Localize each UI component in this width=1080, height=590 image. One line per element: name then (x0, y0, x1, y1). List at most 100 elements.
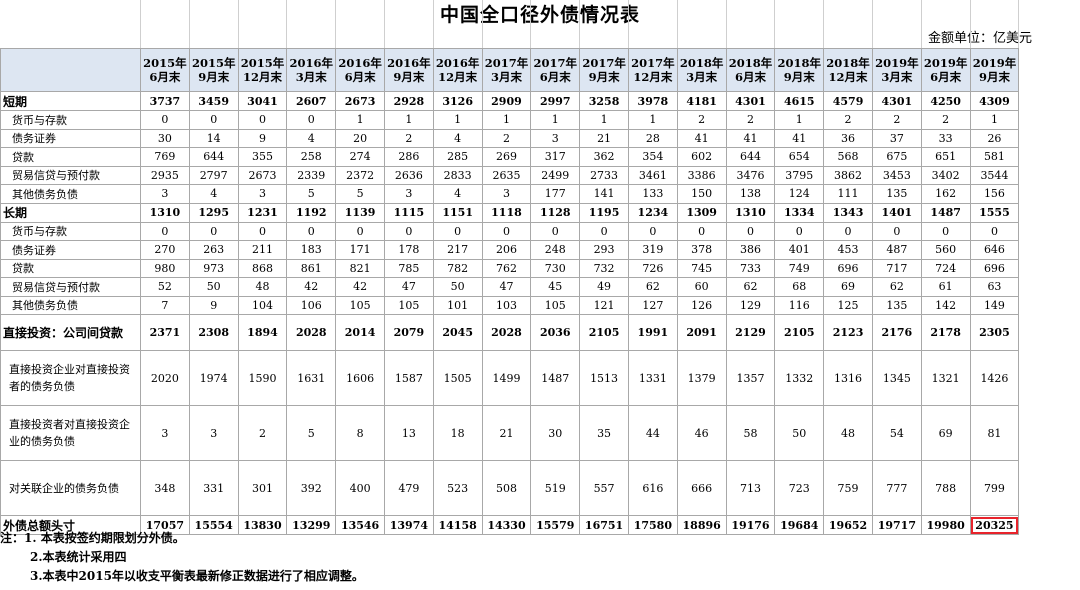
value-cell: 1587 (383, 350, 434, 406)
value-cell: 69 (920, 405, 971, 461)
value-cell: 1345 (871, 350, 922, 406)
gridline (140, 0, 141, 48)
value-cell: 17580 (627, 515, 678, 535)
value-cell: 3978 (627, 91, 678, 111)
value-cell: 124 (774, 184, 825, 204)
value-cell: 319 (627, 240, 678, 260)
value-cell: 713 (725, 460, 776, 516)
value-cell: 36 (823, 128, 873, 148)
row-label: 外债总额头寸 (0, 515, 141, 535)
value-cell: 3461 (627, 165, 678, 185)
value-cell: 1631 (286, 350, 337, 406)
table-row: 贷款 769 644 355 258 274 286 285 269 317 362 354 602 64… (0, 147, 1020, 167)
highlighted-total-cell: 20325 (969, 515, 1020, 535)
value-cell: 4 (188, 184, 239, 204)
value-cell: 3258 (579, 91, 629, 111)
value-cell: 141 (579, 184, 629, 204)
column-header: 2015年12月末 (237, 48, 288, 92)
value-cell: 1 (579, 110, 629, 130)
value-cell: 726 (627, 258, 678, 278)
value-cell: 3544 (969, 165, 1020, 185)
gridline (579, 0, 581, 48)
value-cell: 5 (335, 184, 385, 204)
value-cell: 3126 (432, 91, 483, 111)
value-cell: 105 (383, 295, 434, 315)
value-cell: 2673 (335, 91, 385, 111)
value-cell: 156 (969, 184, 1020, 204)
value-cell: 45 (530, 277, 581, 297)
value-cell: 13546 (335, 515, 385, 535)
value-cell: 4301 (871, 91, 922, 111)
value-cell: 666 (676, 460, 727, 516)
value-cell: 0 (188, 221, 239, 241)
table-row: 货币与存款 0 0 0 0 0 0 0 0 0 0 0 0 0 0 0 0 0 0 (0, 221, 1020, 241)
value-cell: 3 (383, 184, 434, 204)
value-cell: 1310 (140, 202, 190, 223)
value-cell: 9 (237, 128, 288, 148)
value-cell: 980 (140, 258, 190, 278)
value-cell: 616 (627, 460, 678, 516)
value-cell: 696 (823, 258, 873, 278)
value-cell: 0 (237, 110, 288, 130)
value-cell: 8 (335, 405, 385, 461)
value-cell: 3 (237, 184, 288, 204)
table-row: 直接投资企业对直接投资者的债务负债 2020 1974 1590 1631 1606 158… (0, 350, 1020, 406)
value-cell: 355 (237, 147, 288, 167)
table-title: 中国全口径外债情况表 (439, 4, 640, 26)
column-header: 2018年9月末 (774, 48, 825, 92)
value-cell: 1 (335, 110, 385, 130)
value-cell: 1295 (188, 202, 239, 223)
value-cell: 1487 (920, 202, 971, 223)
row-label: 其他债务负债 (0, 184, 141, 204)
value-cell: 2178 (920, 314, 971, 351)
row-label: 直接投资者对直接投资企业的债务负债 (0, 405, 141, 461)
value-cell: 263 (188, 240, 239, 260)
value-cell: 568 (823, 147, 873, 167)
column-header: 2016年12月末 (432, 48, 483, 92)
table-row: 贸易信贷与预付款 52 50 48 42 42 47 50 47 45 49 62 60 62 68 69 62… (0, 277, 1020, 297)
value-cell: 782 (432, 258, 483, 278)
value-cell: 129 (725, 295, 776, 315)
value-cell: 4301 (725, 91, 776, 111)
value-cell: 0 (481, 221, 532, 241)
row-label: 债务证券 (0, 240, 141, 260)
value-cell: 285 (432, 147, 483, 167)
value-cell: 2305 (969, 314, 1020, 351)
value-cell: 0 (676, 221, 727, 241)
gridline (725, 0, 727, 48)
value-cell: 171 (335, 240, 385, 260)
value-cell: 2091 (676, 314, 727, 351)
value-cell: 13 (383, 405, 434, 461)
value-cell: 348 (140, 460, 190, 516)
value-cell: 3476 (725, 165, 776, 185)
table-row: 直接投资者对直接投资企业的债务负债 3 3 2 5 8 13 18 21 30 35 44 46 58 50… (0, 405, 1020, 461)
table-row: 外债总额头寸 17057 15554 13830 13299 13546 13974 1415… (0, 515, 1020, 535)
value-cell: 135 (871, 295, 922, 315)
row-label: 贸易信贷与预付款 (0, 165, 141, 185)
value-cell: 2733 (579, 165, 629, 185)
value-cell: 3 (530, 128, 581, 148)
column-header: 2016年6月末 (335, 48, 385, 92)
value-cell: 0 (432, 221, 483, 241)
value-cell: 1606 (335, 350, 385, 406)
value-cell: 0 (286, 221, 337, 241)
value-cell: 269 (481, 147, 532, 167)
value-cell: 4579 (823, 91, 873, 111)
row-label: 债务证券 (0, 128, 141, 148)
value-cell: 206 (481, 240, 532, 260)
value-cell: 105 (335, 295, 385, 315)
value-cell: 2014 (335, 314, 385, 351)
value-cell: 248 (530, 240, 581, 260)
value-cell: 3795 (774, 165, 825, 185)
value-cell: 4309 (969, 91, 1020, 111)
value-cell: 724 (920, 258, 971, 278)
value-cell: 26 (969, 128, 1020, 148)
value-cell: 62 (725, 277, 776, 297)
value-cell: 392 (286, 460, 337, 516)
value-cell: 973 (188, 258, 239, 278)
value-cell: 317 (530, 147, 581, 167)
value-cell: 3 (188, 405, 239, 461)
value-cell: 50 (774, 405, 825, 461)
value-cell: 769 (140, 147, 190, 167)
value-cell: 1 (530, 110, 581, 130)
